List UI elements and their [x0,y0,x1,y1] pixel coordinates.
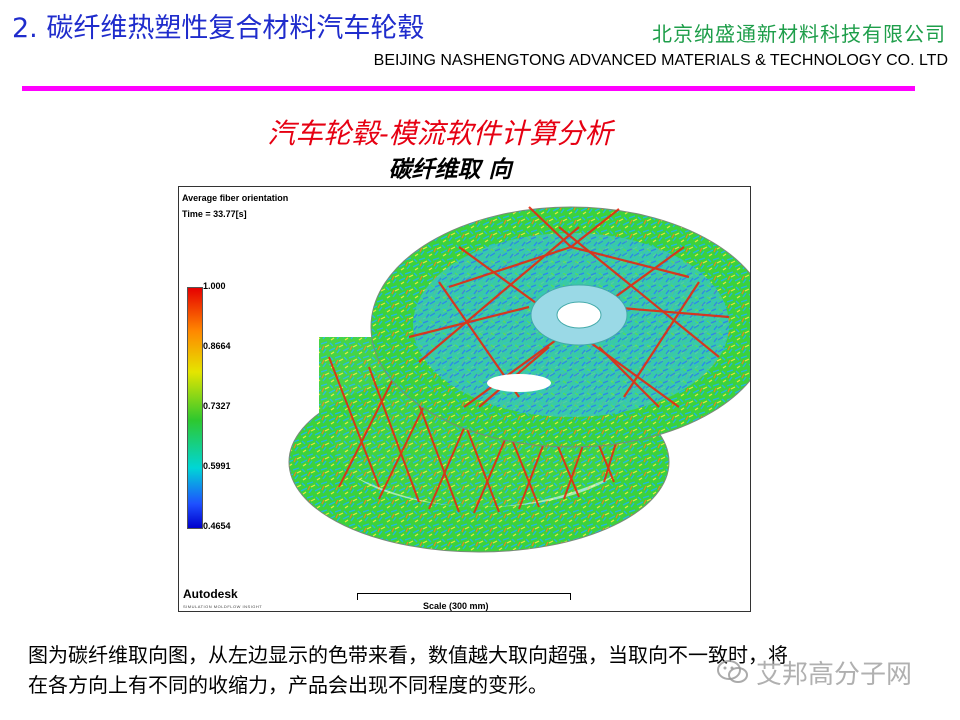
caption-text: 图为碳纤维取向图，从左边显示的色带来看，数值越大取向超强，当取向不一致时，将 在… [28,640,943,700]
legend-tick: 0.5991 [203,461,231,471]
figure-title: Average fiber orientation [182,193,289,203]
watermark: 艾邦高分子网 [716,654,912,690]
section-subsubtitle: 碳纤维取 向 [388,156,512,183]
section-subtitle: 汽车轮毂-模流软件计算分析 [267,117,613,150]
legend-tick: 0.4654 [203,521,231,531]
caption-line-2: 在各方向上有不同的收缩力，产品会出现不同程度的变形。 [28,673,548,697]
watermark-text: 艾邦高分子网 [756,659,913,690]
scale-label: Scale (300 mm) [423,601,489,611]
fiber-orientation-figure: Average fiber orientation Time = 33.77[s… [178,186,751,612]
scale-bar [357,593,571,600]
slide-title: 2. 碳纤维热塑性复合材料汽车轮毂 [12,13,425,44]
wheel-rim-render [288,206,750,553]
header-divider [22,86,915,91]
wechat-icon [717,660,748,683]
autodesk-logo: Autodesk [183,587,238,601]
company-name-cn: 北京纳盛通新材料科技有限公司 [652,22,946,46]
figure-time: Time = 33.77[s] [182,209,247,219]
legend-tick: 0.7327 [203,401,231,411]
color-legend-bar [187,287,203,529]
caption-line-1: 图为碳纤维取向图，从左边显示的色带来看，数值越大取向超强，当取向不一致时，将 [28,643,788,667]
company-name-en: BEIJING NASHENGTONG ADVANCED MATERIALS &… [373,52,948,69]
legend-tick: 1.000 [203,281,226,291]
autodesk-logo-sub: SIMULATION MOLDFLOW INSIGHT [183,604,263,609]
legend-tick: 0.8664 [203,341,231,351]
